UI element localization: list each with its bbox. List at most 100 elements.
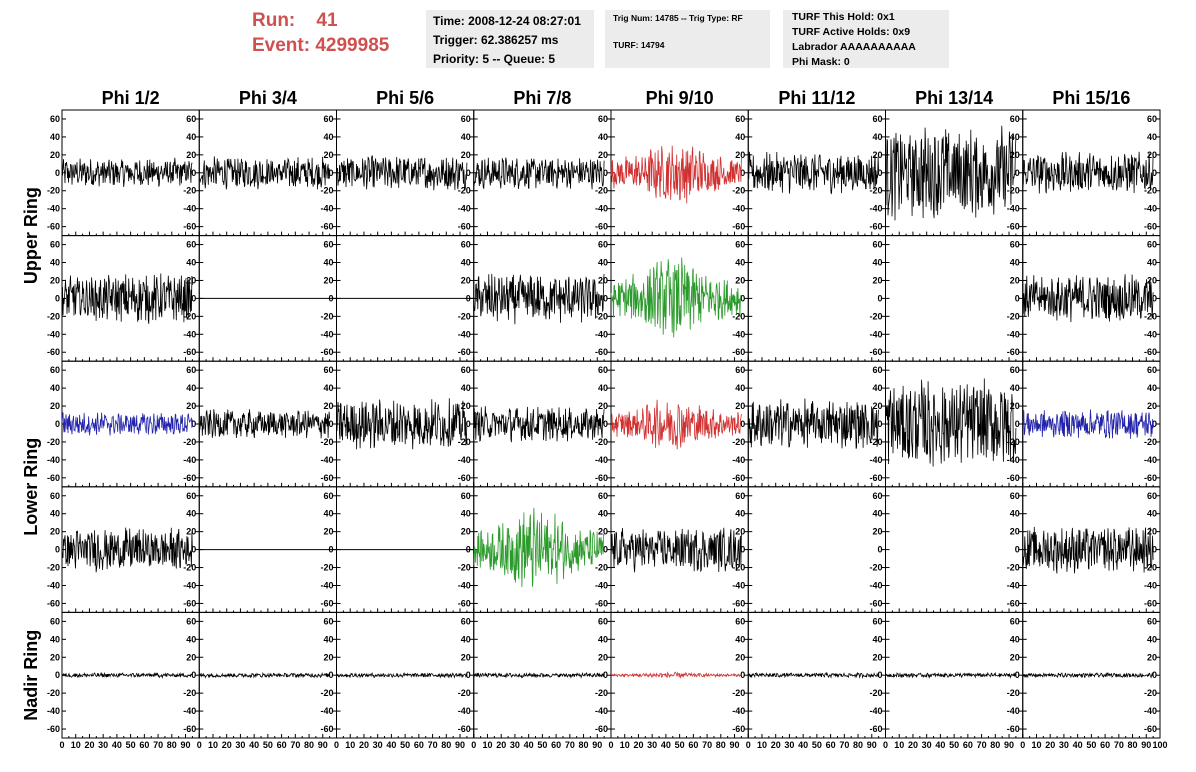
event-label: Event: [252,35,311,56]
y-tick-label: -60 [183,473,196,483]
y-tick-label: -60 [183,598,196,608]
x-tick-label: 90 [867,740,877,750]
y-tick-label: 60 [1010,240,1020,250]
y-tick-label: -20 [1007,311,1020,321]
waveform-panel: 60 60 40 40 20 20 0 0 -20 -20 -40 -40 -60 -60 [47,360,200,488]
y-tick-label: -20 [458,437,471,447]
y-tick-label: -20 [1007,688,1020,698]
y-tick-label: 40 [323,509,333,519]
waveform-trace [610,257,742,338]
y-tick-label: -40 [595,329,608,339]
y-tick-label: 40 [186,258,196,268]
x-tick-label: 40 [249,740,259,750]
y-tick-label: -20 [183,186,196,196]
run-row: Run: 41 [252,8,389,33]
event-value: 4299985 [315,35,390,56]
y-tick-label: -60 [458,724,471,734]
y-tick-label: -60 [595,724,608,734]
y-tick-label: 0 [740,670,745,680]
y-tick-label: 60 [50,365,60,375]
row-title: Upper Ring [21,187,41,284]
y-tick-label: -60 [1144,598,1157,608]
y-tick-label: -40 [869,580,882,590]
y-tick-label: -60 [47,347,60,357]
waveform-trace [610,527,742,573]
y-tick-label: 20 [735,401,745,411]
y-tick-label: 0 [877,670,882,680]
y-tick-label: 0 [877,293,882,303]
waveform-panel: 60 60 40 40 20 20 0 0 -20 -20 -40 -40 -60 -60 [47,109,200,237]
x-tick-label: 10 [345,740,355,750]
panel-frame [885,486,1024,613]
x-tick-label: 80 [441,740,451,750]
waveform-trace [473,157,605,190]
y-tick-label: -60 [320,598,333,608]
y-tick-label: 20 [323,527,333,537]
x-tick-label: 90 [1141,740,1151,750]
y-tick-label: 0 [191,545,196,555]
y-tick-label: 40 [1147,634,1157,644]
x-tick-label: 50 [1086,740,1096,750]
y-tick-label: 20 [461,150,471,160]
y-tick-label: 40 [186,634,196,644]
x-tick-label: 90 [730,740,740,750]
y-tick-label: -40 [47,204,60,214]
y-tick-label: -60 [1144,473,1157,483]
waveform-trace [199,156,330,190]
y-tick-label: 60 [598,365,608,375]
y-tick-label: 60 [461,240,471,250]
waveform-trace [748,671,879,679]
y-tick-label: -40 [869,706,882,716]
y-tick-label: -20 [869,437,882,447]
y-tick-label: -20 [732,437,745,447]
x-tick-label: 80 [1128,740,1138,750]
y-tick-label: 60 [323,240,333,250]
waveform-trace [61,527,193,573]
y-tick-label: -40 [732,706,745,716]
y-tick-label: -60 [458,598,471,608]
y-tick-label: -60 [458,473,471,483]
y-tick-label: 60 [735,365,745,375]
y-tick-label: 20 [461,401,471,411]
phi-mask-text: Phi Mask: 0 [792,56,850,68]
y-tick-label: -40 [320,706,333,716]
turf-num-text: TURF: 14794 [613,40,665,50]
y-tick-label: -40 [1007,204,1020,214]
y-tick-label: -40 [595,204,608,214]
y-tick-label: -20 [595,437,608,447]
x-tick-label: 80 [716,740,726,750]
y-tick-label: 20 [1147,150,1157,160]
y-tick-label: -60 [1007,724,1020,734]
y-tick-label: 0 [603,545,608,555]
y-tick-label: 0 [191,670,196,680]
y-tick-label: -20 [1144,563,1157,573]
x-tick-label: 30 [922,740,932,750]
x-tick-label: 90 [1004,740,1014,750]
y-tick-label: 20 [50,275,60,285]
x-tick-label: 10 [620,740,630,750]
y-tick-label: 40 [186,132,196,142]
y-tick-label: -20 [320,311,333,321]
y-tick-label: 60 [461,114,471,124]
x-tick-label: 40 [798,740,808,750]
y-tick-label: 20 [735,527,745,537]
y-tick-label: 40 [872,258,882,268]
y-tick-label: 0 [191,419,196,429]
y-tick-label: 60 [872,616,882,626]
waveform-panel: 60 60 40 40 20 20 0 0 -20 -20 -40 -40 -60 -60 [47,486,200,613]
y-tick-label: -20 [47,186,60,196]
y-tick-label: 0 [55,293,60,303]
y-tick-label: 60 [1147,114,1157,124]
y-tick-label: -20 [1144,437,1157,447]
turf-hold-text: TURF This Hold: 0x1 [792,11,895,23]
y-tick-label: 60 [461,365,471,375]
y-tick-label: 60 [461,491,471,501]
x-tick-label: 20 [359,740,369,750]
x-tick-label: 30 [1059,740,1069,750]
